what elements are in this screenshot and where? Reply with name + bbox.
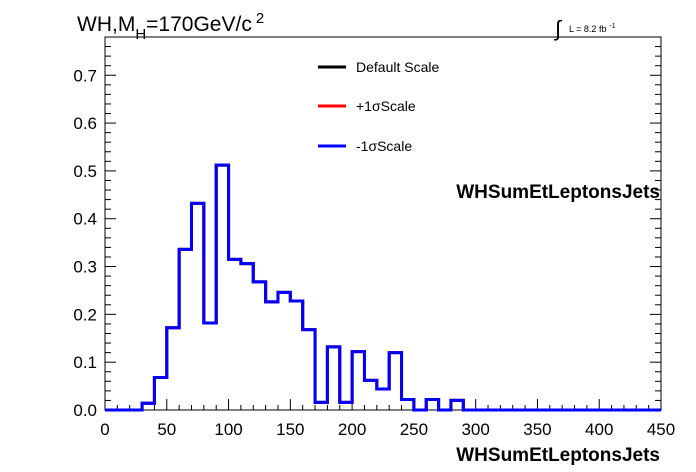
y-tick-label: 0.7 [73, 66, 97, 85]
legend: Default Scale +1σScale -1σScale [318, 59, 439, 154]
y-tick-label: 0.2 [73, 305, 97, 324]
x-tick-label: 0 [100, 420, 109, 439]
x-tick-label: 150 [276, 420, 304, 439]
plot-frame [104, 36, 662, 411]
y-tick-label: 0.5 [73, 162, 97, 181]
y-tick-label: 0.4 [73, 210, 97, 229]
series-layer [105, 163, 661, 412]
x-tick-label: 400 [585, 420, 613, 439]
x-axis-label-lower: WHSumEtLeptonsJets [456, 445, 660, 466]
legend-label-minus1sigma: -1σScale [356, 138, 412, 154]
legend-label-default: Default Scale [356, 59, 439, 75]
x-tick-label: 350 [523, 420, 551, 439]
integral-sign: ∫ [553, 16, 563, 41]
y-tick-label: 0.1 [73, 353, 97, 372]
x-axis-label-upper: WHSumEtLeptonsJets [456, 182, 660, 203]
luminosity-label: ∫ L = 8.2 fb -1 [553, 16, 616, 41]
x-tick-label: 50 [157, 420, 176, 439]
legend-entry-minus1sigma: -1σScale [318, 138, 412, 154]
plot-title: WH,MH=170GeV/c 2 [77, 10, 264, 43]
legend-entry-default: Default Scale [318, 59, 439, 75]
y-tick-label: 0.3 [73, 258, 97, 277]
x-tick-label: 100 [214, 420, 242, 439]
luminosity-text: L = 8.2 fb -1 [569, 23, 616, 34]
legend-entry-plus1sigma: +1σScale [318, 98, 416, 114]
legend-label-plus1sigma: +1σScale [356, 98, 416, 114]
y-tick-label: 0.6 [73, 114, 97, 133]
x-tick-label: 300 [461, 420, 489, 439]
x-tick-label: 450 [647, 420, 675, 439]
y-tick-label: 0.0 [73, 401, 97, 420]
y-axis: 0.0 0.1 0.2 0.3 0.4 0.5 0.6 0.7 [73, 46, 661, 420]
series-minus1sigma-scale [105, 163, 661, 412]
x-tick-label: 250 [400, 420, 428, 439]
x-tick-label: 200 [338, 420, 366, 439]
